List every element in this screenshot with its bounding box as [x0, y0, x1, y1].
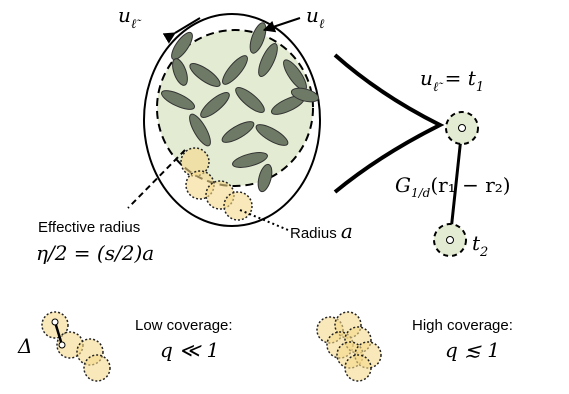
high-coverage-footprints	[317, 312, 381, 381]
node1-label: uℓ̃ = t1	[420, 66, 484, 95]
eta-formula: η/2 = (s/2)a	[36, 241, 154, 265]
u-ell-label: uℓ	[306, 3, 325, 32]
low-coverage-formula: q ≪ 1	[160, 338, 219, 362]
high-coverage-formula: q ≲ 1	[445, 338, 500, 362]
delta: Δ	[17, 334, 32, 358]
effective-radius: Effective radius	[38, 219, 140, 236]
high-coverage-title: High coverage:	[412, 317, 513, 334]
kernel-label: G1/d(r₁ − r₂)	[395, 173, 511, 200]
diagram: uℓ̃ uℓ uℓ̃ = t1 G1/d(r₁ − r₂) t2 Effecti…	[0, 0, 569, 394]
radius-label: Radius a	[290, 219, 353, 243]
low-coverage-footprints	[42, 312, 110, 381]
cluster	[144, 14, 320, 226]
low-coverage-title: Low coverage:	[135, 317, 233, 334]
u-tilde-label: uℓ̃	[118, 3, 142, 32]
node2-label: t2	[472, 231, 488, 260]
